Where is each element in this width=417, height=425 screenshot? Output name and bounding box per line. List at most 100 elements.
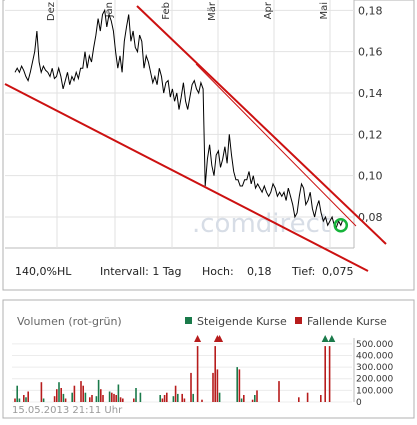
- trendlines: [4, 5, 387, 272]
- volume-bar: [95, 396, 98, 402]
- volume-bar: [27, 391, 29, 402]
- volume-bar: [306, 392, 309, 402]
- volume-bar: [73, 385, 76, 402]
- month-labels: Dez Jan Feb Mär Apr Mai: [46, 1, 330, 21]
- trendline: [136, 5, 387, 245]
- volume-bar: [298, 397, 300, 402]
- volume-bar: [254, 395, 256, 402]
- price-y-tick: 0,12: [358, 128, 383, 141]
- price-y-tick: 0,16: [358, 46, 383, 59]
- volume-bar: [91, 395, 93, 402]
- price-y-tick: 0,18: [358, 4, 383, 17]
- volume-bar: [102, 395, 104, 402]
- volume-bar: [115, 395, 117, 402]
- high-label: Hoch:: [202, 265, 234, 278]
- volume-bar: [218, 392, 221, 402]
- volume-bar: [216, 369, 219, 402]
- month-label: Feb: [161, 2, 172, 20]
- trendline: [4, 83, 369, 272]
- volume-bar: [117, 384, 120, 402]
- volume-bar: [243, 395, 245, 402]
- price-line: [14, 8, 344, 229]
- volume-y-tick: 200.000: [356, 375, 393, 385]
- volume-bar: [163, 395, 166, 402]
- volume-bar: [161, 398, 164, 402]
- volume-bar: [111, 392, 113, 402]
- volume-bar: [166, 392, 168, 402]
- month-label: Mär: [207, 1, 218, 21]
- volume-y-tick: 300.000: [356, 363, 393, 373]
- volume-bar: [172, 396, 175, 402]
- volume-bar: [122, 398, 124, 402]
- volume-bar: [100, 389, 102, 402]
- volume-bar: [256, 390, 258, 402]
- last-price-marker: [333, 218, 349, 233]
- volume-bar: [240, 398, 243, 402]
- price-y-tick: 0,10: [358, 170, 383, 183]
- timestamp: 15.05.2013 21:11 Uhr: [12, 405, 123, 416]
- volume-bar: [328, 346, 331, 402]
- volume-bar: [181, 393, 183, 402]
- range-pct: 140,0%HL: [15, 265, 72, 278]
- volume-bar: [58, 382, 60, 402]
- volume-bar: [177, 393, 179, 402]
- volume-bar: [201, 399, 203, 402]
- legend-down-label: Fallende Kurse: [307, 315, 387, 328]
- volume-bar: [133, 398, 135, 402]
- volume-bar: [40, 382, 43, 402]
- volume-bar: [135, 388, 137, 402]
- legend-up-swatch: [185, 317, 192, 324]
- volume-bar: [236, 367, 238, 402]
- volume-bar: [84, 392, 87, 402]
- volume-overflow-arrow: [321, 335, 329, 342]
- volume-y-tick: 100.000: [356, 386, 393, 396]
- volume-bar: [159, 395, 161, 402]
- volume-y-tick: 500.000: [356, 340, 393, 350]
- volume-overflow-arrow: [194, 335, 202, 342]
- volume-bar: [212, 372, 214, 402]
- volume-bar: [174, 385, 177, 402]
- low-value: 0,075: [322, 265, 354, 278]
- volume-title: Volumen (rot-grün): [17, 315, 122, 328]
- volume-bar: [196, 346, 199, 402]
- volume-bar: [14, 398, 16, 402]
- volume-bar: [16, 385, 18, 402]
- month-label: Jan: [104, 2, 115, 18]
- interval-label: Intervall: 1 Tag: [100, 265, 182, 278]
- volume-bar: [192, 393, 194, 402]
- price-y-tick: 0,08: [358, 211, 383, 224]
- volume-bar: [56, 389, 58, 402]
- volume-bar: [183, 398, 186, 402]
- legend-up-label: Steigende Kurse: [197, 315, 287, 328]
- volume-bar: [62, 393, 65, 402]
- volume-bar: [53, 396, 56, 402]
- price-plot-area: [5, 0, 354, 248]
- price-grid: [5, 0, 354, 248]
- volume-y-tick: 400.000: [356, 351, 393, 361]
- volume-bar: [82, 385, 84, 402]
- volume-bar: [113, 393, 115, 402]
- volume-y-tick: 0: [356, 398, 362, 408]
- volume-overflow-arrow: [216, 335, 224, 342]
- volume-bar: [251, 399, 254, 402]
- volume-bar: [190, 372, 192, 402]
- volume-bar: [25, 397, 27, 402]
- volume-bar: [320, 395, 322, 402]
- volume-bar: [64, 398, 67, 402]
- watermark: .comdirect: [192, 209, 330, 239]
- legend-down-swatch: [295, 317, 302, 324]
- price-y-axis: 0,08 0,10 0,12 0,14 0,16 0,18: [358, 4, 383, 224]
- month-label: Mai: [319, 2, 330, 20]
- volume-bar: [238, 369, 241, 402]
- volume-bars: [14, 346, 331, 402]
- volume-bar: [97, 379, 100, 402]
- volume-bar: [119, 397, 122, 402]
- volume-bar: [324, 346, 326, 402]
- price-y-tick: 0,14: [358, 87, 383, 100]
- volume-bar: [60, 388, 62, 402]
- volume-bar: [42, 398, 45, 402]
- volume-bar: [214, 346, 216, 402]
- volume-bar: [89, 397, 91, 402]
